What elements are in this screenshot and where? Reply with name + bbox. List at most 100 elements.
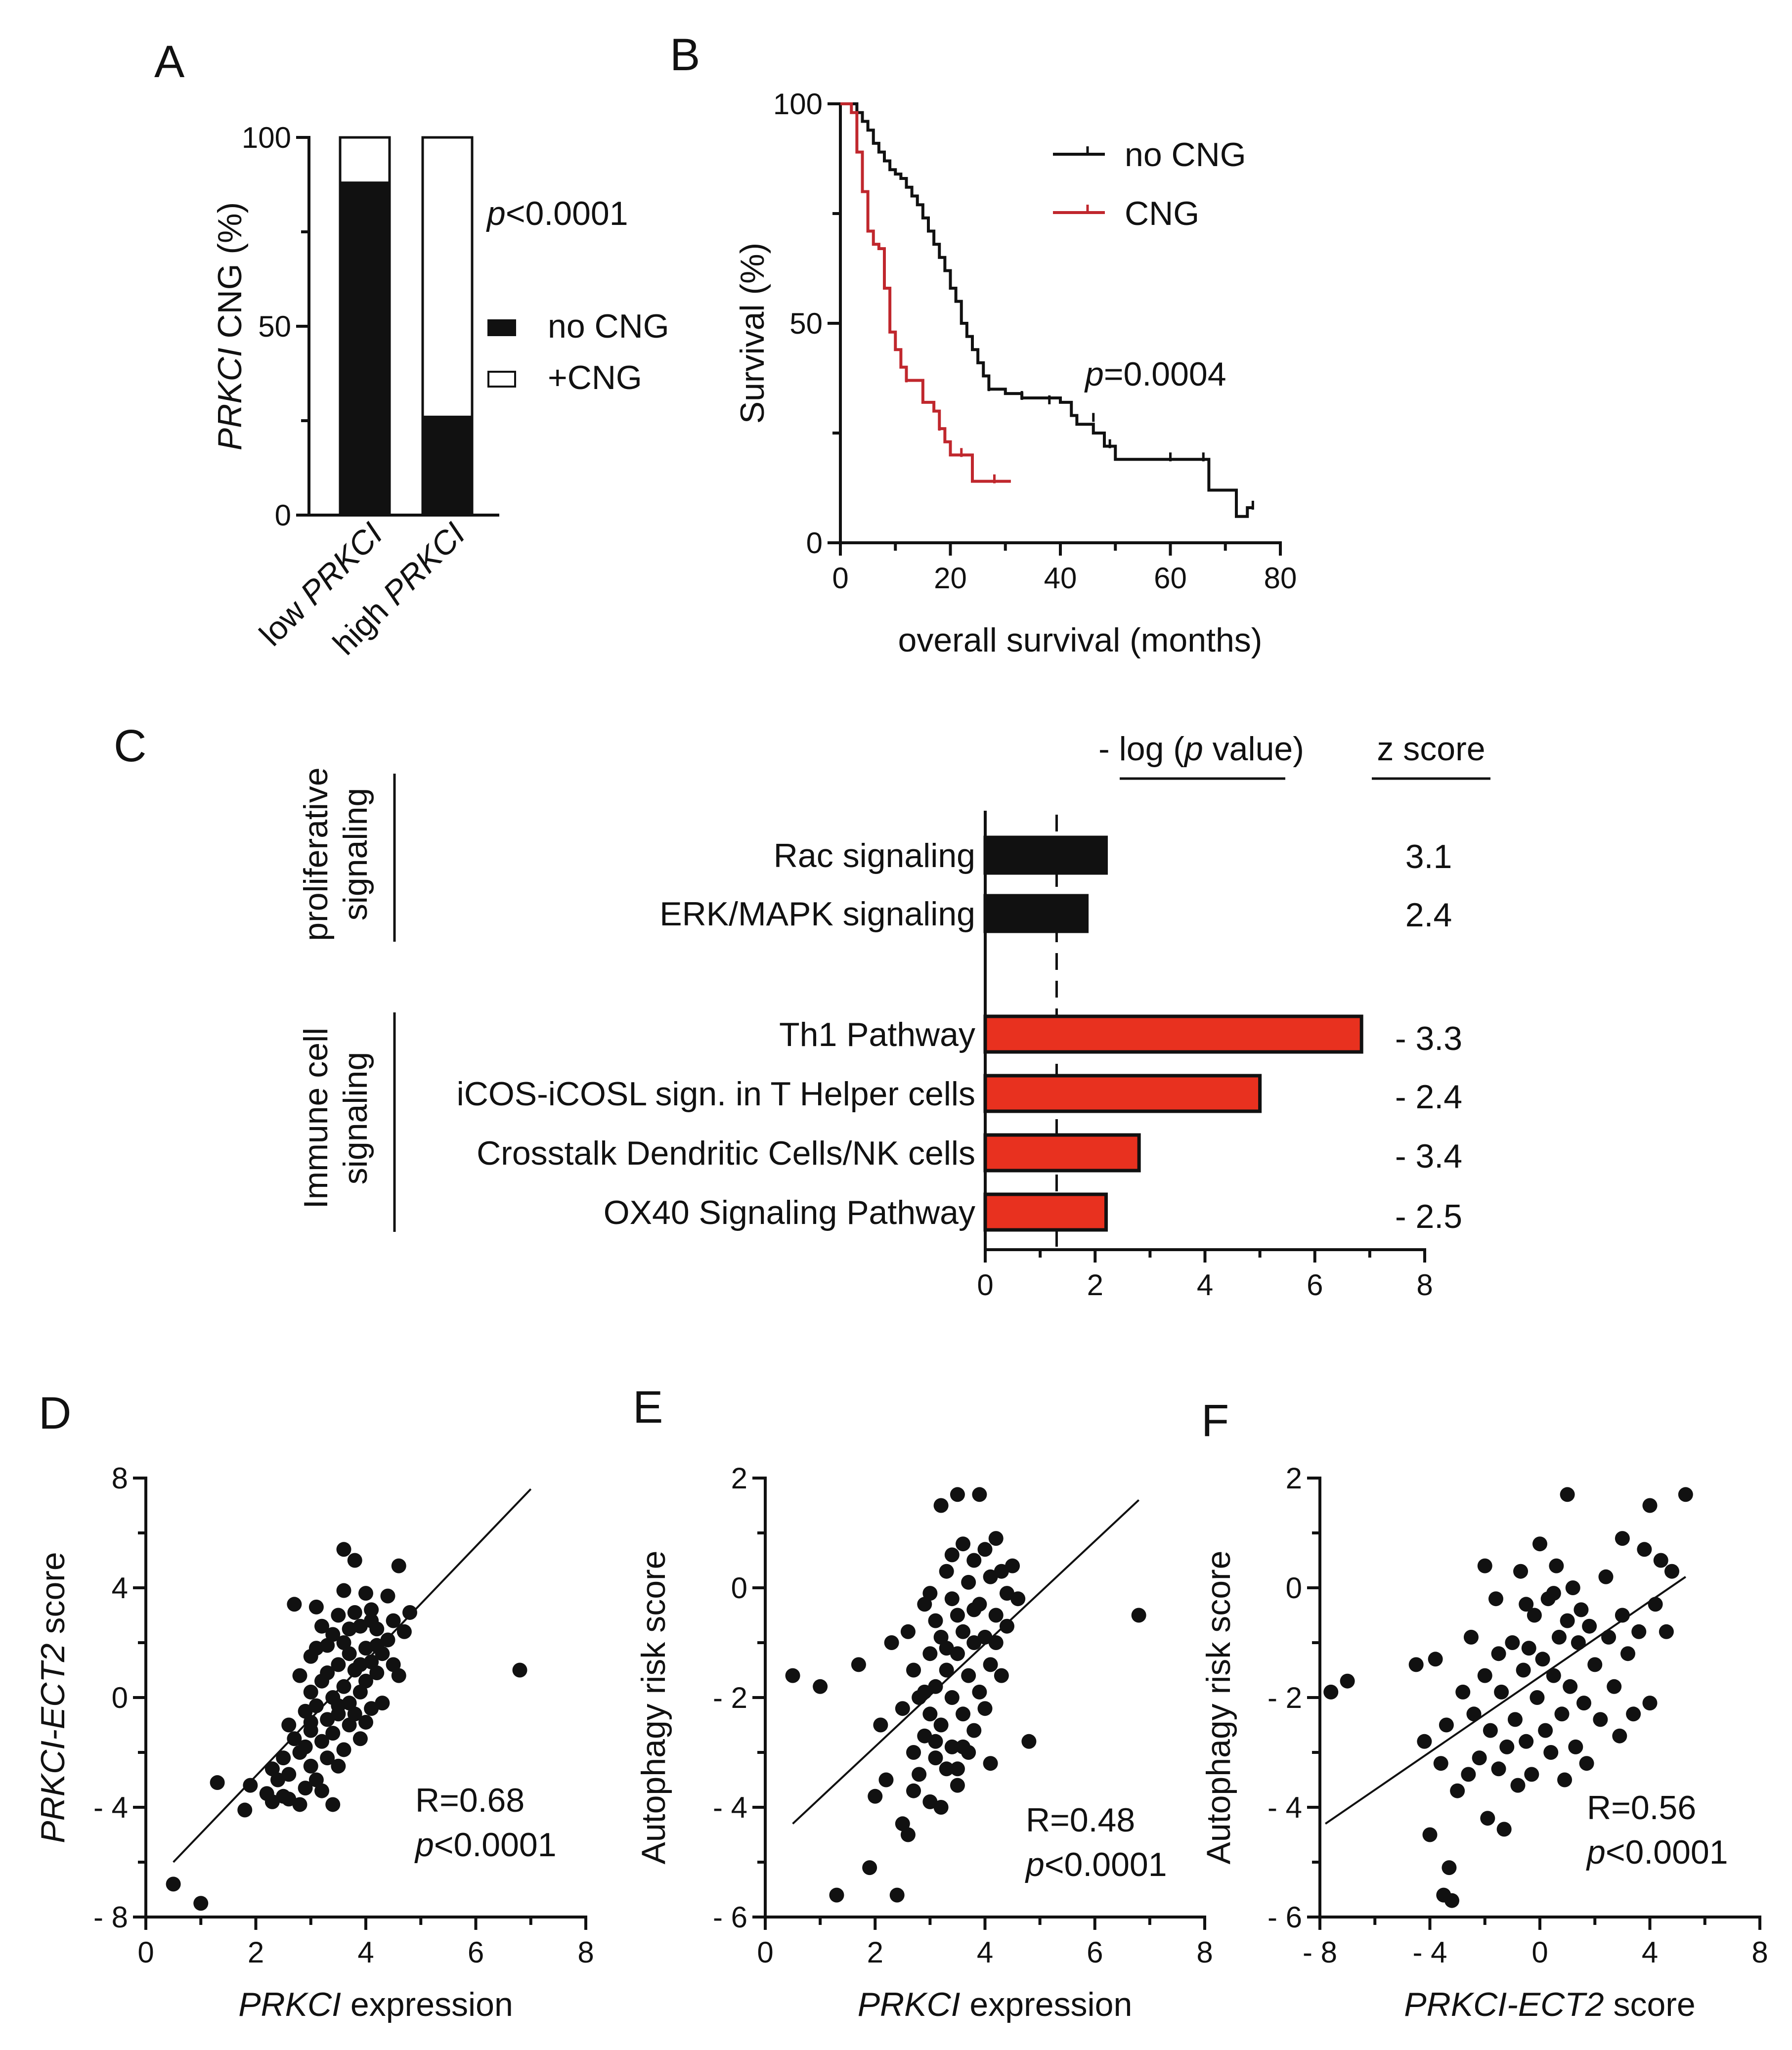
- d-data-point: [364, 1701, 379, 1716]
- e-data-point: [977, 1701, 993, 1716]
- c-z-score: - 3.4: [1395, 1137, 1462, 1175]
- e-y-axis-label: Autophagy risk score: [635, 1551, 672, 1865]
- f-data-point: [1568, 1739, 1583, 1754]
- d-data-point: [352, 1657, 368, 1672]
- e-x-axis-label-part-1: expression: [961, 1986, 1133, 2023]
- e-data-point: [983, 1657, 998, 1672]
- f-p-value-part-0: p: [1586, 1833, 1606, 1871]
- c-x-tick-label: 4: [1197, 1268, 1213, 1302]
- d-p-value: p<0.0001: [414, 1826, 557, 1864]
- f-data-point: [1463, 1629, 1479, 1645]
- panel-letter-e: E: [633, 1382, 663, 1433]
- e-data-point: [999, 1586, 1014, 1601]
- e-data-point: [983, 1569, 998, 1584]
- e-data-point: [939, 1564, 954, 1579]
- d-data-point: [336, 1679, 351, 1694]
- d-data-point: [358, 1586, 373, 1601]
- f-data-point: [1491, 1646, 1506, 1661]
- d-data-point: [347, 1605, 362, 1620]
- f-data-point: [1439, 1717, 1454, 1733]
- d-data-point: [320, 1750, 335, 1766]
- d-data-point: [264, 1794, 280, 1809]
- b-x-tick-label: 60: [1154, 562, 1187, 595]
- d-y-axis-label: PRKCI-ECT2 score: [34, 1552, 72, 1843]
- e-data-point: [1131, 1608, 1146, 1623]
- d-x-tick-label: 0: [137, 1936, 154, 1969]
- a-y-tick-label: 0: [275, 499, 291, 532]
- b-p-value: p=0.0004: [1084, 355, 1226, 393]
- d-p-value-part-0: p: [414, 1826, 434, 1864]
- panel-letter-d: D: [39, 1388, 71, 1439]
- e-data-point: [977, 1542, 993, 1557]
- a-p-value: p<0.0001: [486, 195, 628, 232]
- c-bar: [983, 894, 1089, 933]
- d-data-point: [342, 1717, 357, 1733]
- d-data-point: [336, 1635, 351, 1650]
- f-data-point: [1678, 1487, 1693, 1502]
- e-data-point: [922, 1794, 938, 1809]
- d-data-point: [358, 1714, 373, 1730]
- f-x-axis-label-part-1: score: [1604, 1986, 1696, 2023]
- d-y-tick-label: - 4: [93, 1791, 128, 1824]
- e-data-point: [939, 1641, 954, 1656]
- e-data-point: [928, 1750, 943, 1766]
- f-data-point: [1593, 1712, 1608, 1727]
- e-data-point: [939, 1761, 954, 1777]
- e-data-point: [933, 1717, 949, 1733]
- a-bar-cng: [339, 136, 391, 184]
- e-data-point: [933, 1498, 949, 1513]
- f-data-point: [1323, 1684, 1339, 1700]
- e-data-point: [928, 1613, 943, 1628]
- d-data-point: [314, 1618, 329, 1634]
- f-data-point: [1480, 1811, 1495, 1826]
- e-data-point: [950, 1646, 965, 1661]
- e-data-point: [966, 1635, 982, 1650]
- e-data-point: [829, 1887, 844, 1903]
- e-data-point: [950, 1487, 965, 1502]
- d-y-tick-label: 4: [112, 1571, 128, 1605]
- d-data-point: [331, 1758, 346, 1774]
- f-data-point: [1524, 1767, 1539, 1782]
- f-data-point: [1631, 1624, 1647, 1639]
- f-data-point: [1483, 1723, 1498, 1738]
- e-data-point: [906, 1783, 921, 1798]
- panel-letter-f: F: [1201, 1396, 1229, 1446]
- f-data-point: [1626, 1706, 1641, 1722]
- f-y-tick-label: 2: [1286, 1462, 1302, 1495]
- d-data-point: [308, 1599, 324, 1614]
- f-data-point: [1653, 1553, 1668, 1568]
- e-y-tick-label: 0: [731, 1571, 747, 1605]
- f-p-value: p<0.0001: [1586, 1833, 1728, 1871]
- d-data-point: [342, 1646, 357, 1661]
- f-data-point: [1433, 1756, 1448, 1771]
- b-x-tick-label: 20: [934, 562, 967, 595]
- f-data-point: [1546, 1668, 1561, 1683]
- f-p-value-part-1: <0.0001: [1606, 1833, 1728, 1871]
- f-data-point: [1507, 1712, 1523, 1727]
- a-p-value-part-0: p: [486, 195, 506, 232]
- e-y-tick-label: - 2: [713, 1681, 747, 1714]
- f-data-point: [1461, 1767, 1476, 1782]
- f-r-value: R=0.56: [1587, 1789, 1696, 1827]
- d-data-point: [314, 1734, 329, 1749]
- c-z-score: - 2.5: [1395, 1198, 1462, 1235]
- f-data-point: [1551, 1629, 1567, 1645]
- f-x-axis-label: PRKCI-ECT2 score: [1404, 1986, 1695, 2023]
- d-data-point: [292, 1797, 307, 1812]
- e-data-point: [956, 1739, 971, 1754]
- e-y-tick-label: - 6: [713, 1901, 747, 1934]
- f-data-point: [1488, 1591, 1503, 1607]
- d-x-axis-label-part-1: expression: [341, 1986, 513, 2023]
- e-r-value: R=0.48: [1026, 1801, 1135, 1839]
- panel-letter-a: A: [154, 37, 185, 87]
- d-data-point: [264, 1761, 280, 1777]
- e-data-point: [950, 1761, 965, 1777]
- f-data-point: [1408, 1657, 1424, 1672]
- e-data-point: [933, 1629, 949, 1645]
- f-data-point: [1519, 1597, 1534, 1612]
- f-data-point: [1521, 1641, 1536, 1656]
- b-series-no-cng: [840, 102, 1253, 518]
- f-data-point: [1579, 1756, 1594, 1771]
- e-data-point: [900, 1624, 916, 1639]
- e-data-point: [1005, 1558, 1020, 1573]
